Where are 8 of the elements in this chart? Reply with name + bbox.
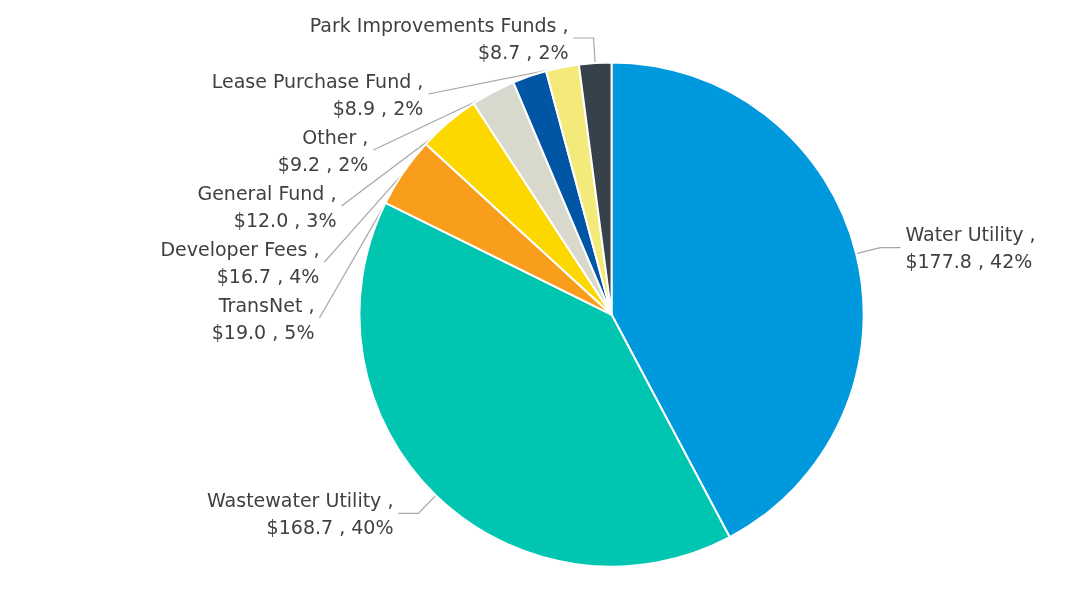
slice-label: TransNet , $19.0 , 5%	[211, 293, 315, 343]
slice-label: General Fund , $12.0 , 3%	[197, 181, 337, 231]
slice-label: Wastewater Utility , $168.7 , 40%	[207, 488, 394, 538]
slice-label: Other , $9.2 , 2%	[277, 125, 369, 175]
slice-label: Park Improvements Funds , $8.7 , 2%	[309, 13, 569, 63]
slice-label: Developer Fees , $16.7 , 4%	[160, 237, 320, 287]
slice-label: Lease Purchase Fund , $8.9 , 2%	[211, 69, 424, 119]
slice-label: Water Utility , $177.8 , 42%	[905, 223, 1036, 273]
